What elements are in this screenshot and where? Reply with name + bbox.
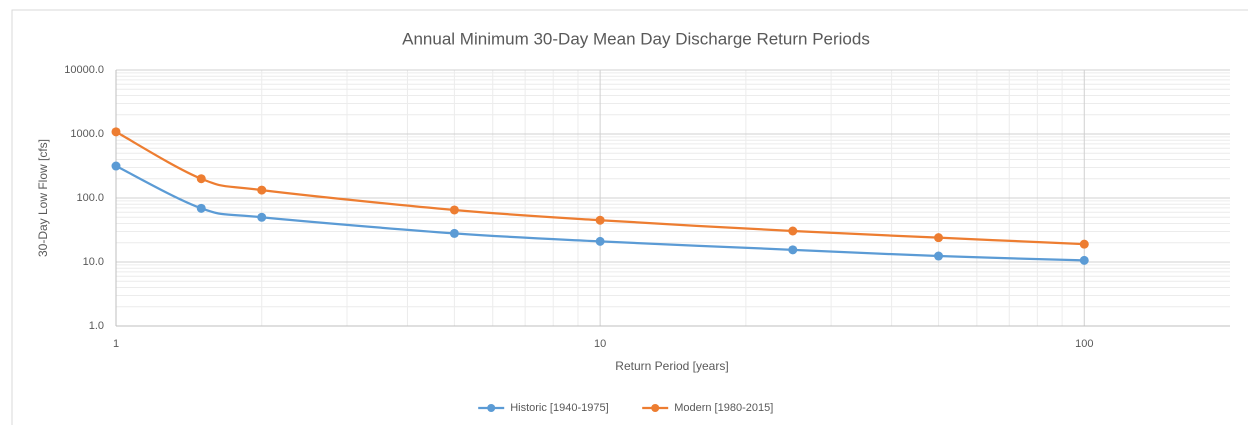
chart-title: Annual Minimum 30-Day Mean Day Discharge… xyxy=(402,29,870,48)
series-line xyxy=(115,165,1085,262)
y-tick-label: 1.0 xyxy=(89,320,104,332)
x-axis-label: Return Period [years] xyxy=(615,359,728,373)
data-point xyxy=(449,228,459,238)
legend-label: Historic [1940-1975] xyxy=(510,402,608,414)
legend-marker xyxy=(651,404,660,412)
legend-label: Modern [1980-2015] xyxy=(674,402,773,414)
data-point xyxy=(196,203,206,213)
data-point xyxy=(449,205,459,215)
data-point xyxy=(196,174,206,184)
data-point xyxy=(111,161,121,171)
data-point xyxy=(788,226,798,236)
data-point xyxy=(595,236,605,246)
data-point xyxy=(595,215,605,225)
data-point xyxy=(934,233,944,243)
y-axis-label: 30-Day Low Flow [cfs] xyxy=(36,139,50,257)
legend-marker xyxy=(487,404,496,412)
x-tick-label: 100 xyxy=(1075,338,1093,350)
data-point xyxy=(111,127,121,137)
x-tick-label: 10 xyxy=(594,338,606,350)
data-point xyxy=(1079,239,1089,249)
x-tick-label: 1 xyxy=(113,338,119,350)
y-tick-label: 100.0 xyxy=(76,192,104,204)
y-tick-label: 1000.0 xyxy=(70,128,104,140)
y-tick-label: 10000.0 xyxy=(64,64,104,76)
data-point xyxy=(257,185,267,195)
data-point xyxy=(934,251,944,261)
y-tick-label: 10.0 xyxy=(83,256,104,268)
series-line xyxy=(115,130,1085,246)
data-point xyxy=(1079,255,1089,265)
data-point xyxy=(788,245,798,255)
data-point xyxy=(257,212,267,222)
